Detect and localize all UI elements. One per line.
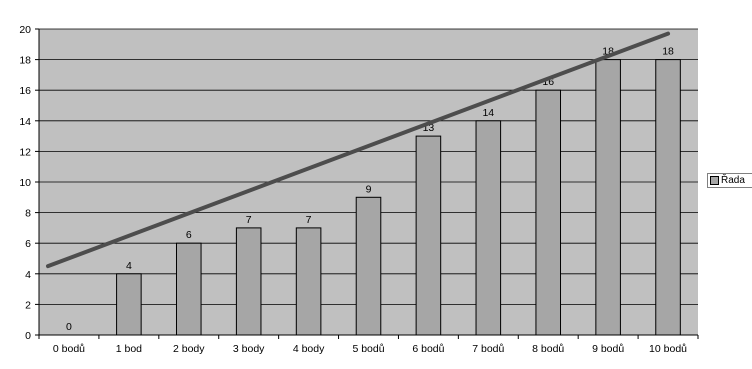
bar-data-label: 4 [126,260,132,272]
bar [535,89,562,336]
bar-data-label: 18 [602,46,614,58]
y-tick-label: 0 [25,330,31,342]
bar-data-label: 14 [482,107,494,119]
x-tick-label: 2 body [173,343,205,355]
bar [355,196,382,336]
y-tick-label: 10 [19,177,31,189]
bar-data-label: 18 [662,46,674,58]
x-tick-label: 0 bodů [53,343,85,355]
x-tick-label: 9 bodů [592,343,624,355]
bar [475,120,502,336]
y-tick-label: 12 [19,146,31,158]
y-tick-label: 14 [19,116,31,128]
x-tick-label: 8 bodů [532,343,564,355]
y-tick-label: 8 [25,208,31,220]
y-axis-tick-labels: 0 2 4 6 8 10 12 14 16 18 20 [19,24,39,342]
y-tick-label: 18 [19,55,31,67]
legend-swatch [710,176,719,185]
x-tick-label: 5 bodů [352,343,384,355]
bar [116,273,142,336]
legend-label: Řada [721,175,745,186]
bar-data-label: 7 [306,214,312,226]
y-tick-label: 4 [25,269,31,281]
bar [295,227,322,336]
bar-data-label: 0 [66,321,72,333]
bar [595,59,621,336]
bar-data-labels: 0 4 6 7 7 9 13 14 16 18 18 [66,46,674,333]
bars [116,59,681,336]
x-axis-tick-labels: 0 bodů 1 bod 2 body 3 body 4 body 5 bodů 6 bod… [38,335,699,355]
legend: Řada [707,173,752,188]
bar [415,135,442,336]
x-tick-label: 7 bodů [472,343,504,355]
trendline [45,31,671,269]
x-tick-label: 1 bod [116,343,142,355]
x-tick-label: 4 body [293,343,325,355]
bar [655,59,681,336]
bar-data-label: 9 [366,183,372,195]
bar-data-label: 6 [186,229,192,241]
bar-data-label: 16 [542,76,554,88]
bar [175,242,202,336]
x-tick-label: 10 bodů [649,343,687,355]
x-tick-label: 3 body [233,343,265,355]
bar [235,227,262,336]
y-tick-label: 6 [25,238,31,250]
bar-data-label: 13 [423,122,435,134]
bar-data-label: 7 [246,214,252,226]
y-tick-label: 16 [19,85,31,97]
y-tick-label: 2 [25,299,31,311]
y-tick-label: 20 [19,24,31,36]
x-tick-label: 6 bodů [412,343,444,355]
